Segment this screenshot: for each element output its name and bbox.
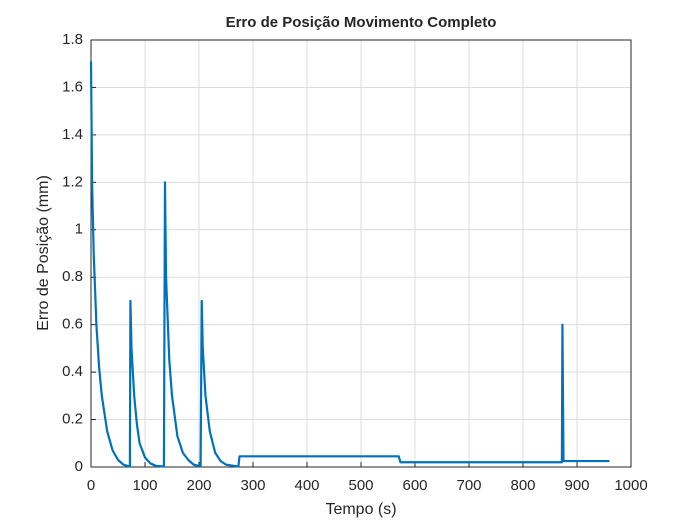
y-tick-label: 0.6 xyxy=(62,316,83,333)
y-tick-label: 1.6 xyxy=(62,78,83,95)
y-tick-label: 1.8 xyxy=(62,31,83,48)
axes-box xyxy=(90,39,632,468)
x-tick-label: 900 xyxy=(564,477,589,494)
x-tick-label: 600 xyxy=(402,477,427,494)
y-tick-label: 1.4 xyxy=(62,126,83,143)
y-axis-label: Erro de Posição (mm) xyxy=(35,175,52,331)
y-tick-label: 0.2 xyxy=(62,411,83,428)
x-tick-label: 0 xyxy=(87,477,95,494)
x-tick-label: 300 xyxy=(240,477,265,494)
data-line xyxy=(89,61,610,468)
y-tick-label: 0.8 xyxy=(62,268,83,285)
x-tick-label: 500 xyxy=(348,477,373,494)
x-tick-label: 100 xyxy=(132,477,157,494)
chart-title: Erro de Posição Movimento Completo xyxy=(226,14,497,31)
x-tick-label: 800 xyxy=(510,477,535,494)
y-tick-label: 1 xyxy=(75,221,83,238)
y-tick-label: 0.4 xyxy=(62,363,83,380)
y-tick-label: 0 xyxy=(75,458,83,475)
x-tick-label: 1000 xyxy=(614,477,647,494)
y-tick-label: 1.2 xyxy=(62,173,83,190)
x-tick-label: 200 xyxy=(186,477,211,494)
x-tick-label: 400 xyxy=(294,477,319,494)
x-tick-label: 700 xyxy=(456,477,481,494)
x-axis-label: Tempo (s) xyxy=(325,501,396,518)
